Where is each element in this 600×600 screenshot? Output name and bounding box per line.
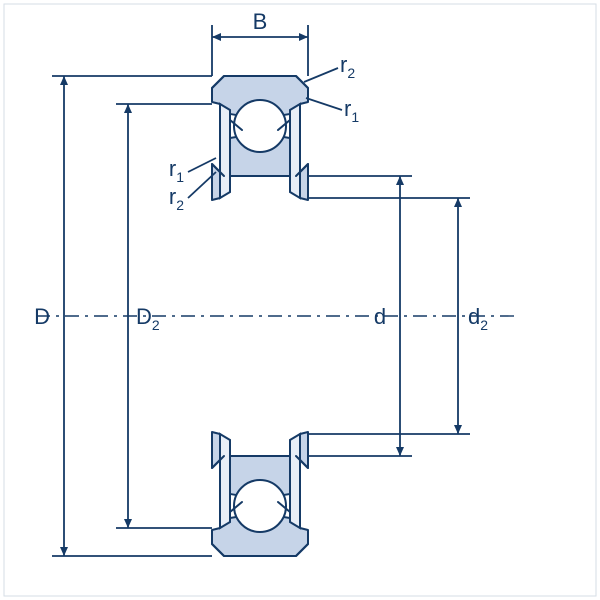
bearing-cross-section-diagram: BDD2dd2r2r1r1r2 bbox=[0, 0, 600, 600]
svg-text:d: d bbox=[374, 304, 386, 329]
svg-text:D: D bbox=[34, 304, 50, 329]
svg-text:B: B bbox=[253, 9, 268, 34]
